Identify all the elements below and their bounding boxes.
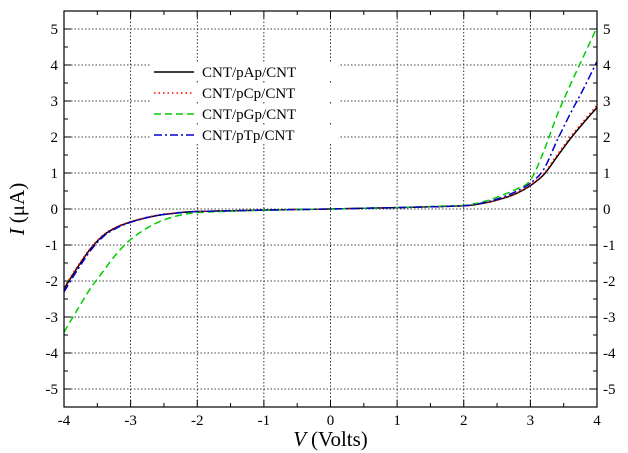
legend-backdrop xyxy=(150,84,340,102)
legend-entry-label: CNT/pTp/CNT xyxy=(202,128,295,144)
y-axis-unit: (μA) xyxy=(5,183,29,223)
x-tick-label: 2 xyxy=(460,413,468,429)
y-tick-label-right: 1 xyxy=(603,166,611,182)
y-tick-label: 0 xyxy=(51,202,59,218)
y-tick-label: -2 xyxy=(46,274,59,290)
series-lines xyxy=(63,26,598,333)
x-tick-label: 0 xyxy=(327,413,335,429)
plot-frame xyxy=(63,10,598,408)
x-axis-symbol: V xyxy=(293,427,308,451)
y-tick-label: -4 xyxy=(46,346,59,362)
x-tick-label: -4 xyxy=(58,413,71,429)
tick-labels: -4 -3 -2 -1 0 1 2 3 4-5 -5-4 -4-3 -3-2 -2-1 -10 01 12 23… xyxy=(46,22,616,429)
y-tick-label-right: 4 xyxy=(603,58,611,74)
y-tick-label: -3 xyxy=(46,310,59,326)
legend-entry-label: CNT/pGp/CNT xyxy=(202,107,296,123)
y-tick-label: 2 xyxy=(51,130,59,146)
y-tick-label-right: -2 xyxy=(603,274,616,290)
y-tick-label: -5 xyxy=(46,382,59,398)
y-axis-symbol: I xyxy=(5,227,29,236)
x-axis-unit: (Volts) xyxy=(311,427,368,451)
x-tick-label: -1 xyxy=(258,413,271,429)
x-tick-label: 1 xyxy=(393,413,401,429)
y-tick-label-right: 2 xyxy=(603,130,611,146)
legend-entry-label: CNT/pAp/CNT xyxy=(202,65,296,81)
y-tick-label-right: -1 xyxy=(603,238,616,254)
series-line-cnt-ptp-cnt xyxy=(63,61,598,293)
y-tick-label-right: -4 xyxy=(603,346,616,362)
legend-entry-label: CNT/pCp/CNT xyxy=(202,86,295,102)
y-tick-label: 3 xyxy=(51,94,59,110)
legend-backdrop xyxy=(150,105,340,123)
y-tick-label-right: 3 xyxy=(603,94,611,110)
x-tick-label: -2 xyxy=(191,413,204,429)
legend: CNT/pAp/CNT CNT/pCp/CNT CNT/pGp/CNT CNT/pTp… xyxy=(150,63,340,144)
y-tick-label-right: 5 xyxy=(603,22,611,38)
y-tick-label: 1 xyxy=(51,166,59,182)
y-tick-label-right: -5 xyxy=(603,382,616,398)
x-axis-label: V (Volts) xyxy=(293,427,368,451)
x-tick-label: -3 xyxy=(124,413,137,429)
y-tick-label-right: -3 xyxy=(603,310,616,326)
x-tick-label: 4 xyxy=(593,413,601,429)
legend-backdrop xyxy=(150,126,340,144)
legend-backdrop xyxy=(150,63,340,81)
y-axis-label: I (μA) xyxy=(5,183,29,236)
y-tick-label-right: 0 xyxy=(603,202,611,218)
y-tick-label: -1 xyxy=(46,238,59,254)
x-tick-label: 3 xyxy=(527,413,535,429)
y-tick-label: 4 xyxy=(51,58,59,74)
y-tick-label: 5 xyxy=(51,22,59,38)
